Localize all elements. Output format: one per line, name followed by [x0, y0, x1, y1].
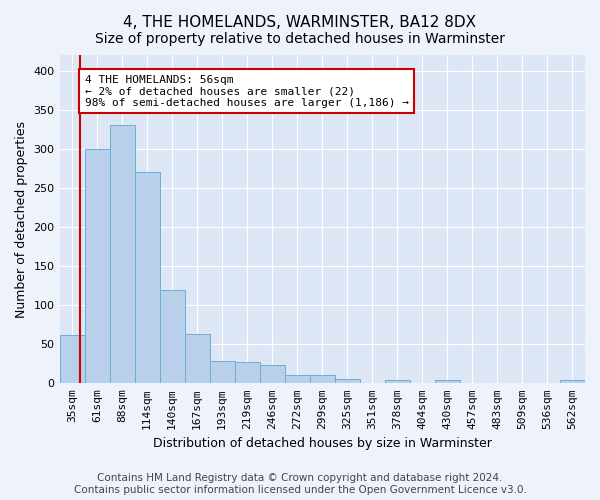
Bar [560, 380, 585, 384]
Y-axis label: Number of detached properties: Number of detached properties [15, 120, 28, 318]
Bar [185, 334, 209, 384]
X-axis label: Distribution of detached houses by size in Warminster: Distribution of detached houses by size … [153, 437, 492, 450]
Bar [110, 126, 134, 384]
Text: Size of property relative to detached houses in Warminster: Size of property relative to detached ho… [95, 32, 505, 46]
Bar [85, 149, 110, 384]
Bar [160, 290, 185, 384]
Bar [285, 374, 310, 384]
Bar [134, 172, 160, 384]
Bar [59, 335, 85, 384]
Bar [435, 380, 460, 384]
Text: Contains HM Land Registry data © Crown copyright and database right 2024.
Contai: Contains HM Land Registry data © Crown c… [74, 474, 526, 495]
Bar [335, 380, 360, 384]
Text: 4, THE HOMELANDS, WARMINSTER, BA12 8DX: 4, THE HOMELANDS, WARMINSTER, BA12 8DX [124, 15, 476, 30]
Text: 4 THE HOMELANDS: 56sqm
← 2% of detached houses are smaller (22)
98% of semi-deta: 4 THE HOMELANDS: 56sqm ← 2% of detached … [85, 74, 409, 108]
Bar [385, 380, 410, 384]
Bar [209, 362, 235, 384]
Bar [235, 362, 260, 384]
Bar [260, 364, 285, 384]
Bar [310, 374, 335, 384]
